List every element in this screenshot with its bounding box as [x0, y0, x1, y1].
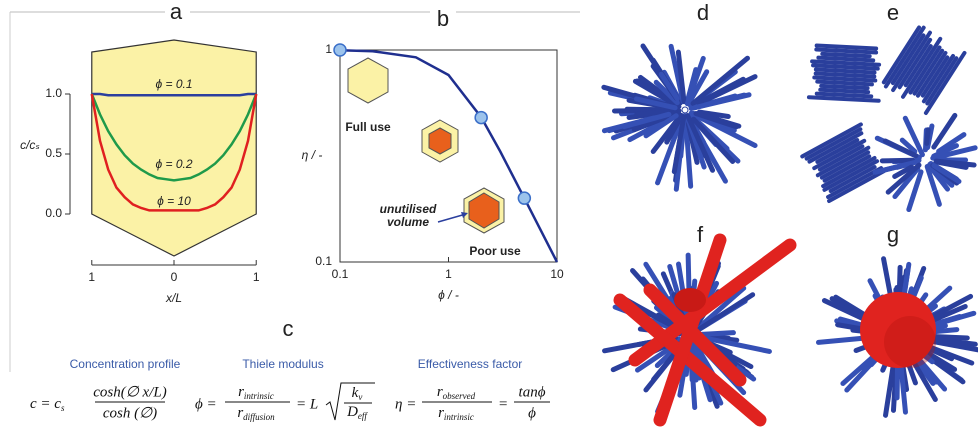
x-tick-label: 10 [550, 267, 564, 281]
eq-sub: v [358, 392, 362, 402]
panel-label: a [170, 0, 183, 24]
series-label: ϕ = 0.1 [155, 77, 192, 91]
series-line [92, 94, 256, 95]
rod-end [682, 107, 688, 113]
equation-heading: Effectiveness factor [418, 357, 523, 371]
y-tick-label: 0.5 [45, 146, 62, 160]
hexagon-core [429, 128, 451, 154]
panel-label: f [697, 222, 704, 247]
eq-sub: observed [443, 391, 476, 401]
hexagon-icon [348, 58, 388, 103]
equation-mid: = [498, 396, 508, 412]
hexagon [92, 40, 256, 256]
series-label: ϕ = 0.2 [155, 157, 192, 171]
figure: a b c d e f g Concentration profile Thie… [0, 0, 978, 429]
y-tick-label: 1 [325, 42, 332, 56]
render-e [802, 27, 975, 209]
equation-lhs: ϕ = [195, 396, 217, 412]
panel-label: g [887, 222, 899, 247]
panel-label: b [437, 6, 449, 31]
y-tick-label: 0.1 [315, 254, 332, 268]
equation-num: kv [352, 385, 363, 402]
rod [822, 54, 869, 56]
eq-sub: eff [358, 411, 368, 421]
equation-num: cosh(∅ x/L) [93, 384, 166, 400]
rod [702, 333, 734, 335]
annotation: unutilised [380, 202, 437, 216]
rod [817, 82, 872, 85]
x-tick-label: 1 [88, 270, 95, 284]
x-tick-label: 1 [445, 267, 452, 281]
equation-lhs: η = [395, 396, 416, 412]
eq-sub: intrinsic [444, 412, 474, 422]
render-d [604, 46, 755, 189]
x-axis-label: ϕ / - [438, 288, 459, 302]
panel-label: e [887, 0, 899, 25]
eq-sub: intrinsic [244, 391, 274, 401]
x-tick-label: 0.1 [332, 267, 349, 281]
equation-num: rintrinsic [238, 384, 274, 401]
y-axis-label: η / - [302, 148, 323, 162]
marker [475, 112, 487, 124]
annotation: Full use [345, 120, 391, 134]
eq-sub: diffusion [243, 412, 275, 422]
render-f [605, 240, 790, 420]
eq-text: D [346, 404, 358, 420]
x-axis-label: x/L [165, 291, 182, 305]
series-label: ϕ = 10 [157, 194, 191, 208]
y-tick-label: 1.0 [45, 86, 62, 100]
x-tick-label: 1 [253, 270, 260, 284]
eq-text: c = c [30, 396, 61, 412]
equation-lhs: c = cs [30, 396, 65, 413]
rod [927, 130, 928, 144]
rod [821, 86, 867, 88]
equation-den: Deff [346, 404, 368, 421]
equation-den: ϕ [528, 405, 536, 421]
annotation: volume [387, 215, 429, 229]
eq-sub: s [61, 403, 65, 413]
arrow [438, 214, 466, 222]
rod [818, 58, 873, 61]
equation-num: tanϕ [519, 384, 546, 400]
equation-heading: Concentration profile [70, 357, 181, 371]
equation-den: cosh (∅) [103, 405, 157, 421]
panel-label: d [697, 0, 709, 25]
equation-heading: Thiele modulus [242, 357, 323, 371]
equation-den: rdiffusion [237, 405, 275, 422]
equation-num: robserved [437, 384, 476, 401]
equations: Concentration profile Thiele modulus Eff… [30, 357, 550, 422]
rod [820, 90, 868, 92]
equation-mid: = L [296, 396, 318, 412]
red-node [674, 288, 706, 312]
rod [817, 94, 872, 97]
annotation: Poor use [469, 244, 521, 258]
y-axis-label: c/cₛ [20, 138, 40, 152]
y-tick-label: 0.0 [45, 206, 62, 220]
equation-den: rintrinsic [438, 405, 474, 422]
sphere-shade [884, 316, 936, 368]
render-g [818, 259, 978, 416]
rod [882, 160, 912, 161]
marker [334, 44, 346, 56]
x-tick-label: 0 [171, 270, 178, 284]
panel-label: c [283, 316, 294, 341]
marker [518, 192, 530, 204]
